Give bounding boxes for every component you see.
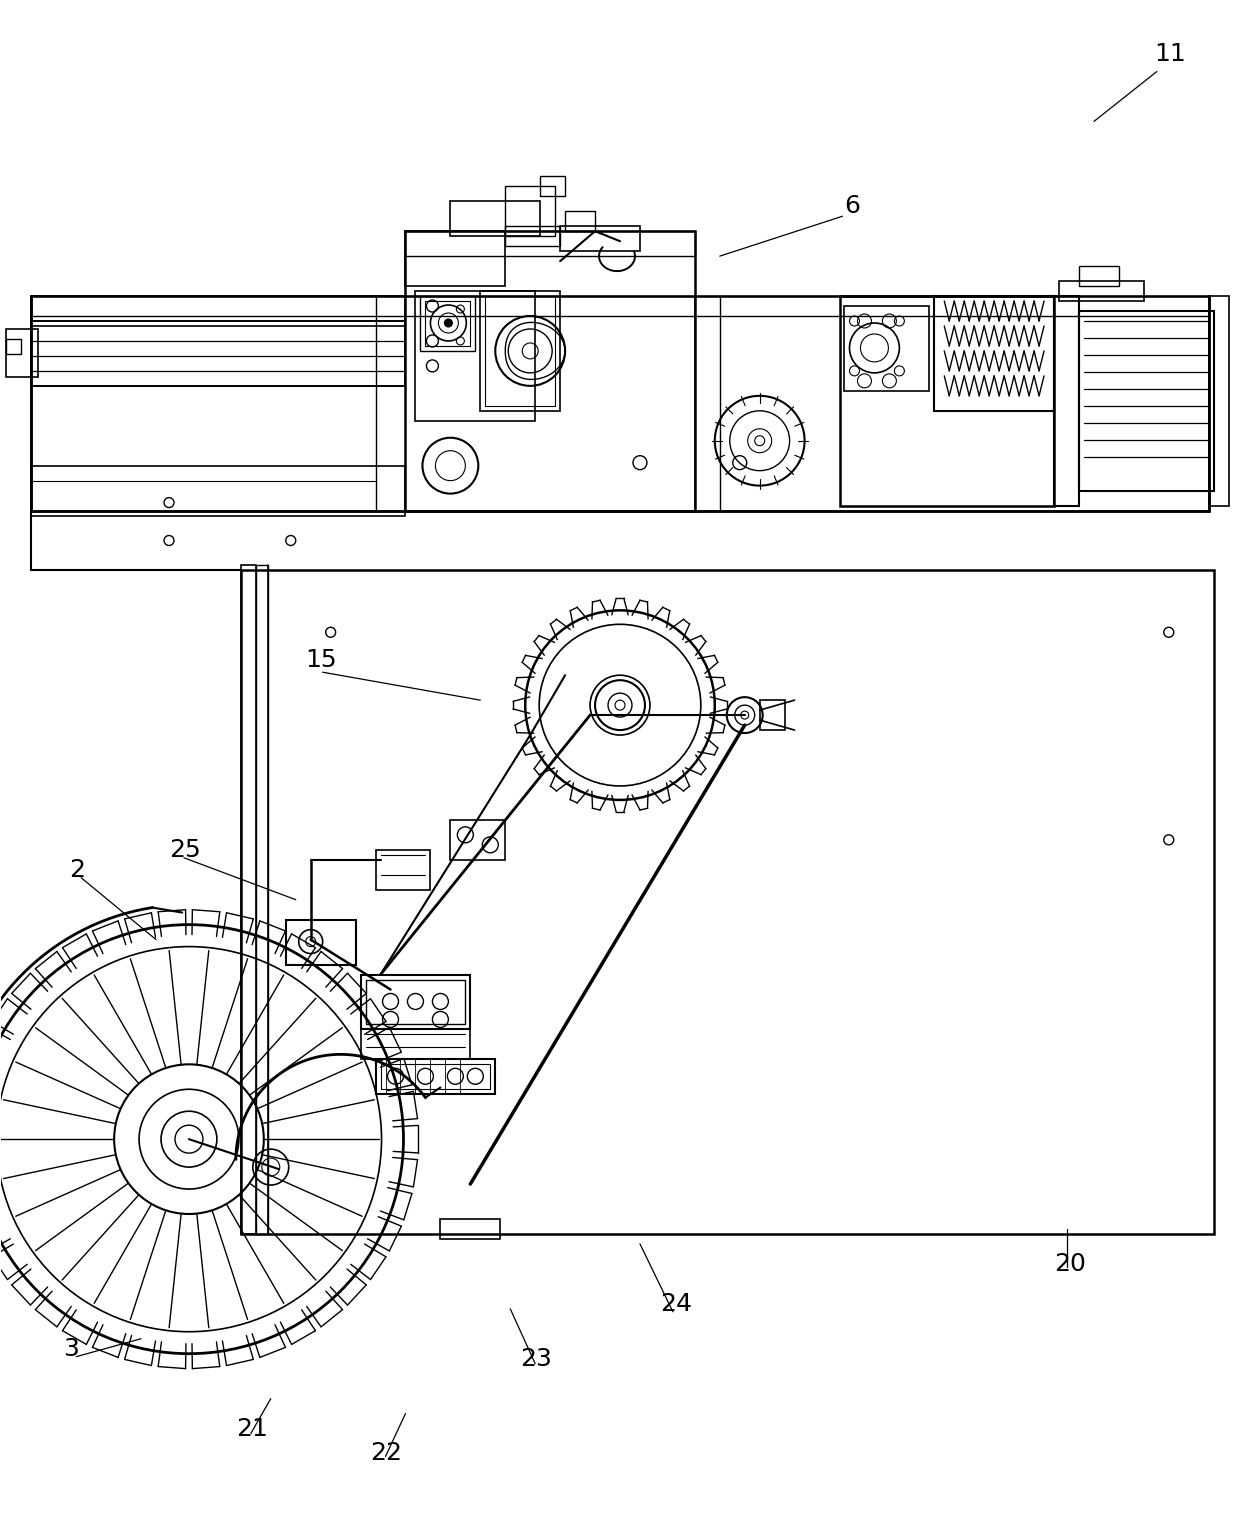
Bar [450,202,541,237]
Text: 6: 6 [844,194,861,219]
Bar [1059,281,1143,301]
Bar [31,321,405,387]
Bar [376,850,430,889]
Bar [241,565,255,1235]
Bar [376,1059,495,1094]
Text: 23: 23 [521,1346,552,1371]
Bar [440,1219,500,1239]
Bar [255,565,268,1235]
Bar [285,920,356,964]
Bar [405,231,694,257]
Text: 2: 2 [69,857,86,882]
Bar [934,296,1054,411]
Bar [366,979,465,1024]
Bar [541,176,565,196]
Bar [839,296,1054,506]
Bar [31,296,405,325]
Bar [381,1065,490,1089]
Text: 21: 21 [236,1416,268,1441]
Bar [565,211,595,231]
Bar [1054,296,1079,506]
Bar [6,339,21,354]
Bar [480,290,560,411]
Bar [505,226,560,246]
Circle shape [444,319,453,327]
Bar [361,975,470,1030]
Bar [31,296,1209,316]
Bar [420,296,475,351]
Bar [6,329,38,377]
Bar [31,296,1209,510]
Bar [450,821,505,860]
Bar [1079,312,1214,490]
Text: 24: 24 [660,1291,692,1316]
Bar [760,700,785,730]
Text: 15: 15 [306,648,337,672]
Bar [560,226,640,251]
Bar [1079,266,1118,286]
Bar [1209,296,1229,506]
Bar [31,466,405,515]
Text: 3: 3 [63,1337,79,1361]
Bar [361,1030,470,1059]
Bar [505,186,556,237]
Bar [485,296,556,406]
Bar [241,570,1214,1235]
Text: 22: 22 [371,1441,403,1465]
Bar [425,301,470,345]
Bar [415,290,536,420]
Text: 25: 25 [169,837,201,862]
Text: 11: 11 [1153,41,1185,66]
Text: 20: 20 [1054,1251,1086,1276]
Bar [844,306,929,391]
Bar [405,231,505,286]
Bar [405,231,694,510]
